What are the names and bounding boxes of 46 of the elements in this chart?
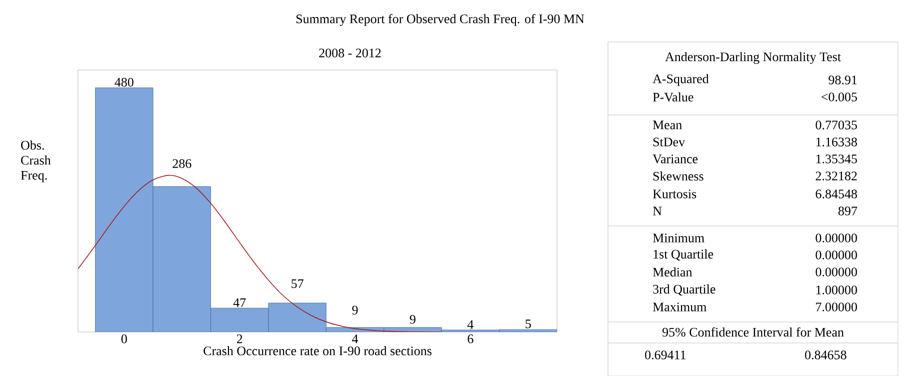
- chart-subtitle: 2008 - 2012: [319, 48, 381, 58]
- text: 1.00000: [816, 285, 857, 294]
- text: 0.00000: [816, 267, 857, 276]
- text: 7.00000: [816, 302, 857, 312]
- data-label: 4: [467, 320, 474, 329]
- text: A-Squared: [652, 74, 709, 86]
- x-tick-label: 0: [121, 334, 127, 344]
- text: 0.69411: [645, 350, 686, 360]
- text: 2.32182: [816, 171, 857, 180]
- data-label: 5: [526, 320, 531, 328]
- text: <0.005: [822, 92, 857, 102]
- chart-title: Summary Report for Observed Crash Freq. of I-90 MN: [296, 14, 584, 26]
- text: 3rd Quartile: [653, 284, 716, 296]
- text: Kurtosis: [652, 190, 696, 198]
- text: StDev: [653, 138, 686, 146]
- text: 0.77035: [816, 120, 857, 130]
- text: 0.84658: [805, 350, 846, 360]
- data-label: 57: [292, 279, 304, 288]
- text: 897: [838, 206, 858, 216]
- text: Anderson-Darling Normality Test: [665, 52, 841, 64]
- text: 1.16338: [816, 137, 857, 146]
- text: 6.84548: [816, 189, 857, 198]
- data-label: 286: [172, 159, 192, 168]
- text: Median: [652, 267, 692, 276]
- data-label: 9: [410, 314, 416, 324]
- text: Skewness: [653, 171, 704, 180]
- text: 0.00000: [816, 233, 857, 242]
- text: Minimum: [652, 234, 704, 242]
- text: P-Value: [652, 92, 694, 102]
- y-axis-title: Obs. Crash Freq.: [20, 140, 51, 182]
- text: 1.35345: [816, 154, 857, 164]
- x-tick-label: 4: [352, 334, 358, 343]
- text: 1st Quartile: [654, 249, 714, 260]
- text: Variance: [652, 154, 698, 164]
- data-label: 9: [352, 306, 358, 314]
- data-label: 480: [114, 78, 134, 86]
- text: 0.00000: [816, 250, 857, 260]
- data-label: 47: [233, 298, 246, 307]
- text: N: [652, 206, 662, 216]
- x-axis-title: Crash Occurrence rate on I-90 road sections: [204, 346, 432, 356]
- x-tick-label: 6: [468, 334, 474, 344]
- text: 98.91: [828, 75, 857, 84]
- text: Maximum: [652, 302, 707, 312]
- text: 95% Confidence Interval for Mean: [662, 327, 844, 337]
- text: Mean: [652, 120, 682, 130]
- x-tick-label: 2: [236, 334, 242, 344]
